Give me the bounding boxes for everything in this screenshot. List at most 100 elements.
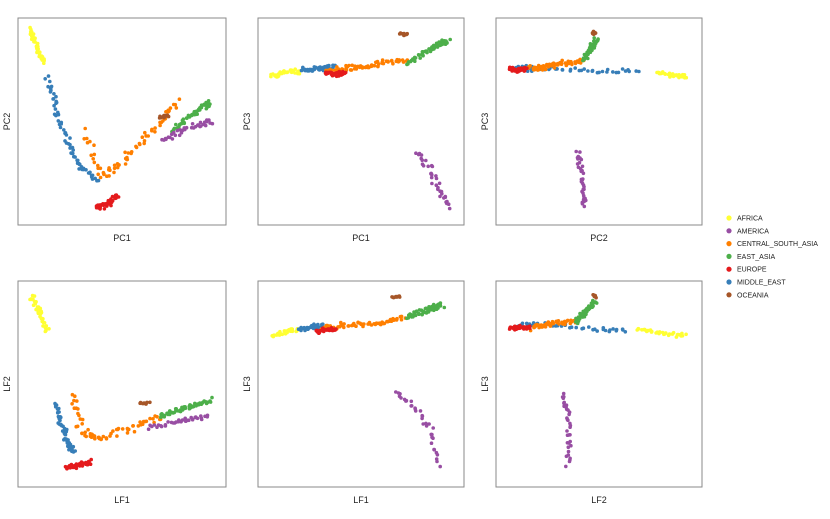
series-europe — [94, 193, 121, 211]
data-point — [356, 64, 360, 69]
y-axis-label: PC2 — [2, 113, 12, 131]
legend-item-east-asia: EAST_ASIA — [726, 253, 775, 261]
data-point — [199, 417, 204, 422]
data-point — [600, 69, 605, 74]
data-point — [171, 128, 176, 132]
data-point — [164, 137, 168, 142]
data-point — [192, 112, 196, 117]
data-point — [447, 206, 452, 211]
data-point — [43, 77, 47, 81]
series-central-south-asia — [319, 314, 408, 332]
data-point — [96, 435, 101, 440]
series-europe — [63, 457, 93, 471]
data-point — [163, 423, 168, 427]
data-point — [576, 157, 580, 161]
data-point — [146, 427, 151, 432]
data-point — [89, 457, 93, 462]
data-point — [592, 31, 597, 36]
data-point — [195, 112, 199, 116]
data-point — [427, 47, 431, 51]
data-point — [205, 413, 210, 418]
data-point — [342, 322, 346, 326]
data-point — [120, 427, 125, 431]
data-point — [395, 316, 399, 321]
data-point — [437, 303, 442, 308]
data-point — [412, 55, 417, 60]
x-axis-label: LF1 — [114, 495, 130, 505]
data-point — [587, 325, 591, 329]
series-oceania — [390, 294, 402, 300]
data-point — [77, 167, 81, 171]
data-point — [680, 72, 685, 77]
series-east-asia — [159, 395, 214, 420]
data-point — [72, 406, 77, 411]
panel-frame — [257, 280, 465, 488]
data-point — [597, 70, 601, 75]
series-europe — [507, 323, 532, 332]
data-point — [290, 327, 295, 332]
data-point — [565, 429, 569, 433]
data-point — [73, 155, 77, 159]
data-point — [405, 316, 409, 321]
data-point — [293, 67, 298, 71]
data-point — [567, 441, 571, 445]
data-point — [525, 69, 530, 73]
legend-label: EUROPE — [737, 267, 767, 274]
data-point — [430, 181, 434, 186]
data-point — [115, 434, 119, 438]
data-point — [623, 330, 628, 334]
data-point — [316, 322, 320, 327]
data-point — [174, 106, 179, 110]
data-point — [146, 134, 150, 138]
data-point — [573, 66, 577, 70]
data-point — [400, 58, 405, 62]
data-point — [186, 113, 191, 118]
data-point — [520, 321, 525, 326]
data-point — [360, 65, 365, 69]
data-point — [421, 164, 426, 168]
data-point — [578, 57, 582, 62]
series-america — [414, 151, 452, 211]
data-point — [64, 133, 69, 137]
data-point — [405, 31, 410, 36]
scatter-panel-lf1-lf3: LF1 LF3 — [242, 280, 465, 505]
series-oceania — [590, 29, 598, 37]
data-point — [515, 67, 520, 72]
data-point — [399, 314, 404, 319]
data-point — [608, 328, 612, 332]
data-point — [429, 175, 434, 180]
data-point — [84, 168, 88, 172]
data-point — [432, 447, 436, 452]
data-point — [80, 422, 84, 426]
data-point — [381, 321, 386, 326]
data-point — [110, 198, 115, 203]
data-point — [339, 320, 343, 325]
data-point — [349, 68, 354, 72]
data-point — [47, 327, 51, 331]
data-point — [91, 157, 95, 161]
data-point — [150, 127, 154, 132]
scatter-panel-lf1-lf2: LF1 LF2 — [2, 280, 227, 505]
data-point — [129, 150, 134, 154]
data-point — [59, 423, 63, 427]
data-point — [91, 433, 95, 438]
data-point — [31, 303, 36, 308]
data-point — [173, 407, 178, 411]
data-point — [680, 334, 685, 338]
data-point — [667, 332, 672, 336]
x-axis-label: LF1 — [353, 495, 369, 505]
data-point — [637, 69, 641, 74]
data-point — [591, 304, 595, 308]
data-point — [278, 329, 282, 334]
data-point — [579, 68, 584, 73]
data-point — [603, 328, 608, 333]
legend-swatch — [726, 228, 732, 234]
legend-label: EAST_ASIA — [737, 254, 775, 261]
data-point — [142, 139, 147, 143]
data-point — [581, 171, 586, 176]
data-point — [187, 418, 191, 423]
data-point — [152, 423, 157, 427]
legend-swatch — [726, 279, 732, 285]
data-point — [54, 100, 59, 105]
data-point — [676, 332, 680, 337]
